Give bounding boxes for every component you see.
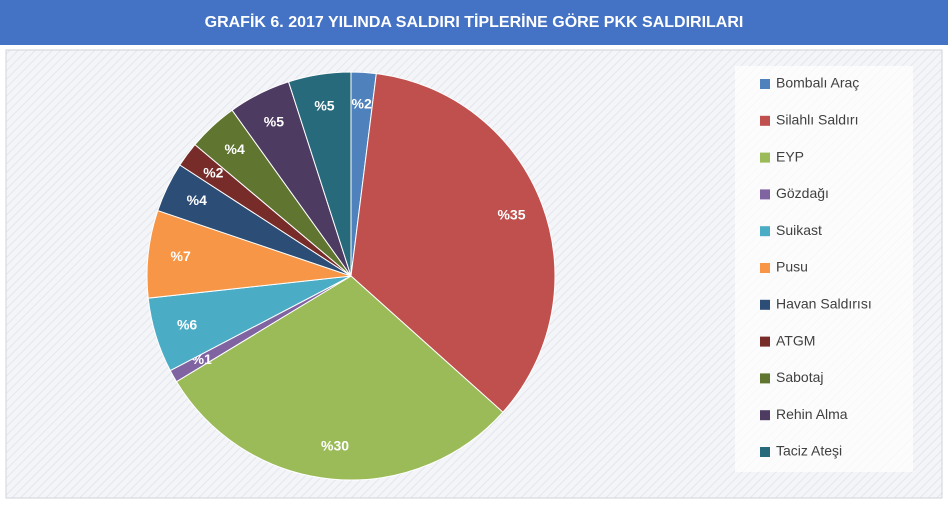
data-label: %4 (187, 192, 207, 208)
legend-swatch (760, 79, 770, 89)
pie-slice (287, 71, 352, 277)
pie-slice (350, 73, 556, 413)
legend-label: Bombalı Araç (776, 75, 859, 91)
data-label: %30 (321, 437, 349, 453)
legend-swatch (760, 263, 770, 273)
legend-label: EYP (776, 148, 804, 164)
legend-label: Pusu (776, 259, 808, 275)
data-label: %7 (171, 248, 191, 264)
legend-label: ATGM (776, 332, 815, 348)
data-label: %6 (177, 317, 197, 333)
legend-swatch (760, 152, 770, 163)
legend-label: Silahlı Saldırı (776, 112, 858, 128)
legend-label: Havan Saldırısı (776, 296, 872, 312)
legend-swatch (760, 336, 770, 347)
legend-swatch (760, 373, 770, 384)
data-label: %2 (203, 165, 223, 181)
pie-slice (175, 275, 504, 481)
legend-label: Gözdağı (776, 185, 829, 201)
title-bar (0, 0, 948, 45)
legend-label: Taciz Ateşi (776, 443, 842, 459)
legend-swatch (760, 115, 770, 126)
legend-swatch (760, 447, 770, 457)
data-label: %5 (314, 97, 334, 113)
legend-label: Rehin Alma (776, 406, 848, 422)
chart-title: GRAFİK 6. 2017 YILINDA SALDIRI TİPLERİNE… (205, 12, 744, 31)
legend-label: Suikast (776, 222, 822, 238)
legend-swatch (760, 299, 770, 310)
data-label: %2 (352, 96, 372, 112)
legend-label: Sabotaj (776, 369, 823, 385)
data-label: %4 (225, 141, 245, 157)
data-label: %5 (264, 114, 284, 130)
legend-swatch (760, 226, 770, 237)
legend-swatch (760, 410, 770, 421)
legend-swatch (760, 189, 770, 200)
data-label: %35 (497, 207, 525, 223)
